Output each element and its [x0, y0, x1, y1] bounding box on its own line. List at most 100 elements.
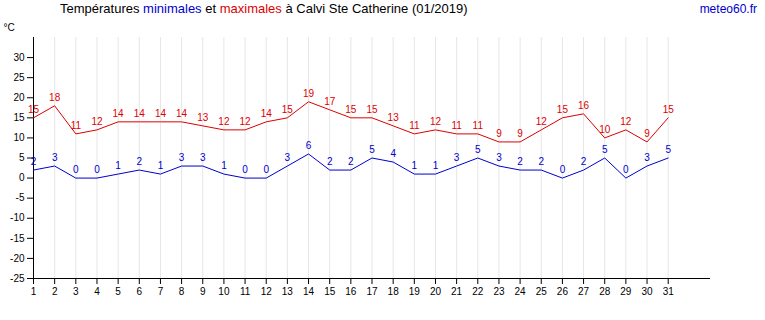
svg-text:19: 19 — [409, 286, 421, 297]
svg-text:12: 12 — [620, 116, 632, 127]
svg-text:15: 15 — [13, 112, 25, 123]
svg-text:5: 5 — [602, 144, 608, 155]
svg-text:12: 12 — [91, 116, 103, 127]
svg-text:14: 14 — [113, 108, 125, 119]
svg-text:3: 3 — [496, 152, 502, 163]
svg-text:15: 15 — [282, 104, 294, 115]
svg-text:20: 20 — [430, 286, 442, 297]
svg-text:15: 15 — [28, 104, 40, 115]
svg-text:-25: -25 — [10, 273, 25, 284]
svg-text:12: 12 — [430, 116, 442, 127]
svg-text:-20: -20 — [10, 253, 25, 264]
svg-text:27: 27 — [578, 286, 590, 297]
svg-text:13: 13 — [388, 112, 400, 123]
svg-text:-10: -10 — [10, 212, 25, 223]
svg-text:5: 5 — [665, 144, 671, 155]
svg-text:9: 9 — [517, 128, 523, 139]
svg-text:1: 1 — [221, 160, 227, 171]
svg-text:18: 18 — [388, 286, 400, 297]
svg-text:11: 11 — [240, 286, 251, 297]
svg-text:15: 15 — [366, 104, 378, 115]
svg-text:3: 3 — [73, 286, 79, 297]
svg-text:11: 11 — [473, 120, 484, 131]
svg-text:26: 26 — [557, 286, 569, 297]
svg-text:2: 2 — [31, 156, 37, 167]
svg-text:31: 31 — [663, 286, 675, 297]
svg-text:1: 1 — [158, 160, 164, 171]
svg-text:2: 2 — [327, 156, 333, 167]
svg-text:0: 0 — [242, 164, 248, 175]
svg-text:3: 3 — [179, 152, 185, 163]
svg-text:14: 14 — [134, 108, 146, 119]
svg-text:10: 10 — [218, 286, 230, 297]
svg-text:2: 2 — [137, 156, 143, 167]
svg-text:0: 0 — [560, 164, 566, 175]
svg-text:5: 5 — [369, 144, 375, 155]
svg-text:3: 3 — [200, 152, 206, 163]
svg-text:13: 13 — [282, 286, 294, 297]
svg-text:15: 15 — [663, 104, 675, 115]
svg-text:2: 2 — [538, 156, 544, 167]
svg-text:16: 16 — [578, 100, 590, 111]
svg-text:12: 12 — [240, 116, 252, 127]
svg-text:25: 25 — [536, 286, 548, 297]
svg-text:1: 1 — [31, 286, 37, 297]
svg-text:29: 29 — [620, 286, 632, 297]
svg-text:1: 1 — [115, 160, 121, 171]
svg-text:7: 7 — [158, 286, 164, 297]
svg-text:30: 30 — [13, 52, 25, 63]
svg-text:5: 5 — [115, 286, 121, 297]
svg-text:28: 28 — [599, 286, 611, 297]
svg-text:14: 14 — [176, 108, 188, 119]
svg-text:14: 14 — [155, 108, 167, 119]
svg-text:0: 0 — [623, 164, 629, 175]
svg-text:3: 3 — [285, 152, 291, 163]
svg-text:4: 4 — [94, 286, 100, 297]
svg-text:9: 9 — [200, 286, 206, 297]
svg-text:3: 3 — [454, 152, 460, 163]
svg-text:15: 15 — [345, 104, 357, 115]
svg-text:14: 14 — [303, 286, 315, 297]
svg-text:2: 2 — [581, 156, 587, 167]
svg-text:6: 6 — [137, 286, 143, 297]
svg-text:4: 4 — [390, 148, 396, 159]
svg-text:2: 2 — [348, 156, 354, 167]
svg-text:°C: °C — [4, 22, 15, 33]
svg-text:0: 0 — [263, 164, 269, 175]
svg-text:5: 5 — [475, 144, 481, 155]
svg-text:12: 12 — [218, 116, 230, 127]
svg-text:-15: -15 — [10, 233, 25, 244]
svg-text:11: 11 — [451, 120, 462, 131]
svg-text:23: 23 — [493, 286, 505, 297]
svg-text:6: 6 — [306, 140, 312, 151]
svg-text:3: 3 — [644, 152, 650, 163]
svg-text:24: 24 — [515, 286, 527, 297]
svg-text:0: 0 — [94, 164, 100, 175]
svg-text:18: 18 — [49, 92, 61, 103]
svg-text:9: 9 — [496, 128, 502, 139]
svg-text:1: 1 — [433, 160, 439, 171]
svg-text:-5: -5 — [16, 192, 25, 203]
svg-text:17: 17 — [366, 286, 378, 297]
svg-text:10: 10 — [599, 124, 611, 135]
svg-text:15: 15 — [557, 104, 569, 115]
svg-text:14: 14 — [261, 108, 273, 119]
svg-text:30: 30 — [641, 286, 653, 297]
svg-text:2: 2 — [52, 286, 58, 297]
svg-text:21: 21 — [451, 286, 463, 297]
svg-text:15: 15 — [324, 286, 336, 297]
svg-text:1: 1 — [412, 160, 418, 171]
svg-text:16: 16 — [345, 286, 357, 297]
svg-text:11: 11 — [409, 120, 420, 131]
svg-text:20: 20 — [13, 92, 25, 103]
svg-text:19: 19 — [303, 88, 315, 99]
svg-text:12: 12 — [261, 286, 273, 297]
svg-text:22: 22 — [472, 286, 484, 297]
svg-text:0: 0 — [73, 164, 79, 175]
svg-text:12: 12 — [536, 116, 548, 127]
svg-text:5: 5 — [19, 152, 25, 163]
svg-text:3: 3 — [52, 152, 58, 163]
svg-text:0: 0 — [19, 172, 25, 183]
svg-text:2: 2 — [517, 156, 523, 167]
svg-text:10: 10 — [13, 132, 25, 143]
